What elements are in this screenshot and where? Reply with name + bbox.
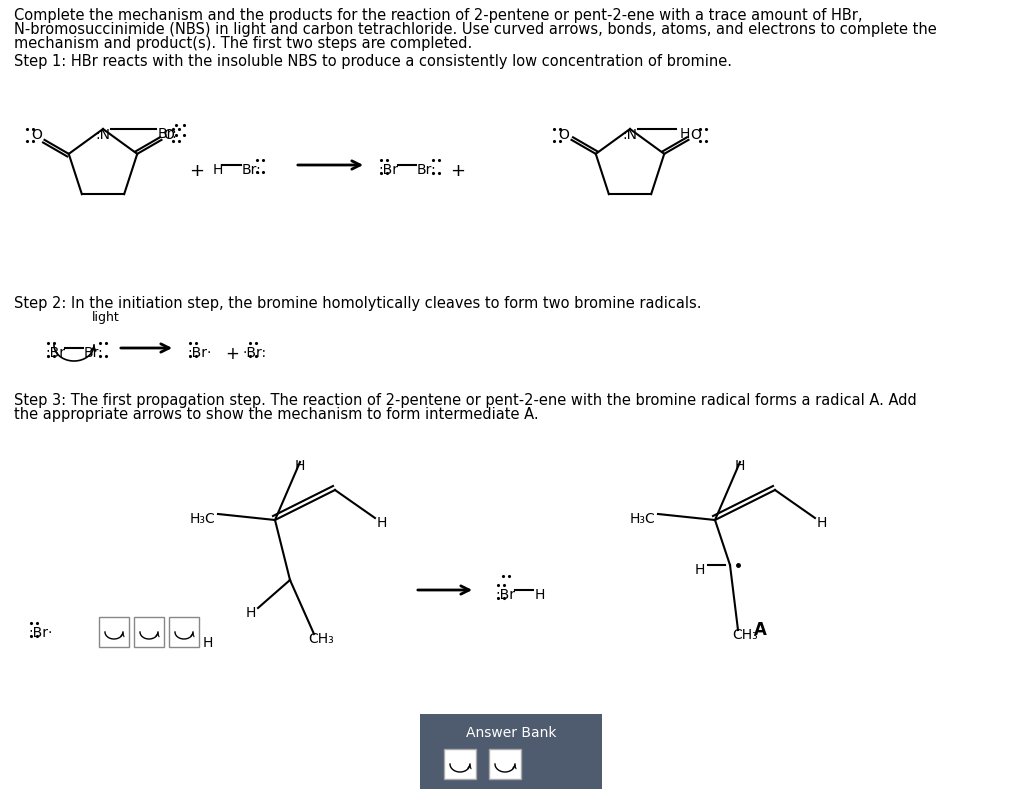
- Text: A: A: [754, 621, 766, 639]
- Text: light: light: [92, 311, 120, 324]
- Text: H: H: [735, 459, 745, 473]
- Text: Step 1: HBr reacts with the insoluble NBS to produce a consistently low concentr: Step 1: HBr reacts with the insoluble NB…: [14, 54, 732, 69]
- Text: :Br·: :Br·: [187, 346, 211, 360]
- Text: O: O: [164, 128, 174, 142]
- Text: mechanism and product(s). The first two steps are completed.: mechanism and product(s). The first two …: [14, 36, 472, 51]
- Text: H: H: [203, 636, 213, 650]
- FancyBboxPatch shape: [489, 749, 521, 779]
- Text: H₃C: H₃C: [189, 512, 215, 526]
- Text: CH₃: CH₃: [308, 632, 334, 646]
- Text: Br:: Br:: [84, 346, 103, 360]
- Text: :N: :N: [95, 128, 111, 142]
- Text: H₃C: H₃C: [630, 512, 655, 526]
- Text: H: H: [295, 459, 305, 473]
- Text: O: O: [690, 128, 701, 142]
- Text: Br:: Br:: [242, 163, 262, 177]
- FancyBboxPatch shape: [444, 749, 476, 779]
- FancyBboxPatch shape: [169, 617, 199, 647]
- Text: O: O: [32, 128, 43, 142]
- Text: :Br: :Br: [495, 588, 515, 602]
- Text: N-bromosuccinimide (NBS) in light and carbon tetrachloride. Use curved arrows, b: N-bromosuccinimide (NBS) in light and ca…: [14, 22, 937, 37]
- Text: Step 3: The first propagation step. The reaction of 2-pentene or pent-2-ene with: Step 3: The first propagation step. The …: [14, 393, 916, 408]
- Text: +: +: [189, 162, 205, 180]
- FancyBboxPatch shape: [99, 617, 129, 647]
- Text: +: +: [225, 345, 239, 363]
- Text: the appropriate arrows to show the mechanism to form intermediate A.: the appropriate arrows to show the mecha…: [14, 407, 539, 422]
- FancyBboxPatch shape: [134, 617, 164, 647]
- Text: H: H: [535, 588, 546, 602]
- Text: ·Br:: ·Br:: [243, 346, 267, 360]
- Text: CH₃: CH₃: [732, 628, 758, 642]
- Text: H: H: [694, 563, 705, 577]
- Text: H: H: [377, 516, 387, 530]
- Text: Complete the mechanism and the products for the reaction of 2-pentene or pent-2-: Complete the mechanism and the products …: [14, 8, 862, 23]
- Text: Step 2: In the initiation step, the bromine homolytically cleaves to form two br: Step 2: In the initiation step, the brom…: [14, 296, 701, 311]
- FancyBboxPatch shape: [420, 714, 602, 789]
- Text: O: O: [559, 128, 569, 142]
- Text: :Br: :Br: [378, 163, 398, 177]
- Text: H: H: [680, 127, 690, 141]
- Text: +: +: [450, 162, 465, 180]
- Text: Br:: Br:: [417, 163, 437, 177]
- Text: Br:: Br:: [158, 127, 178, 141]
- Text: :N: :N: [623, 128, 638, 142]
- Text: H: H: [246, 606, 256, 620]
- Text: :Br·: :Br·: [28, 626, 52, 640]
- Text: H: H: [817, 516, 827, 530]
- Text: :Br: :Br: [45, 346, 65, 360]
- Text: H: H: [213, 163, 223, 177]
- Text: Answer Bank: Answer Bank: [466, 726, 556, 740]
